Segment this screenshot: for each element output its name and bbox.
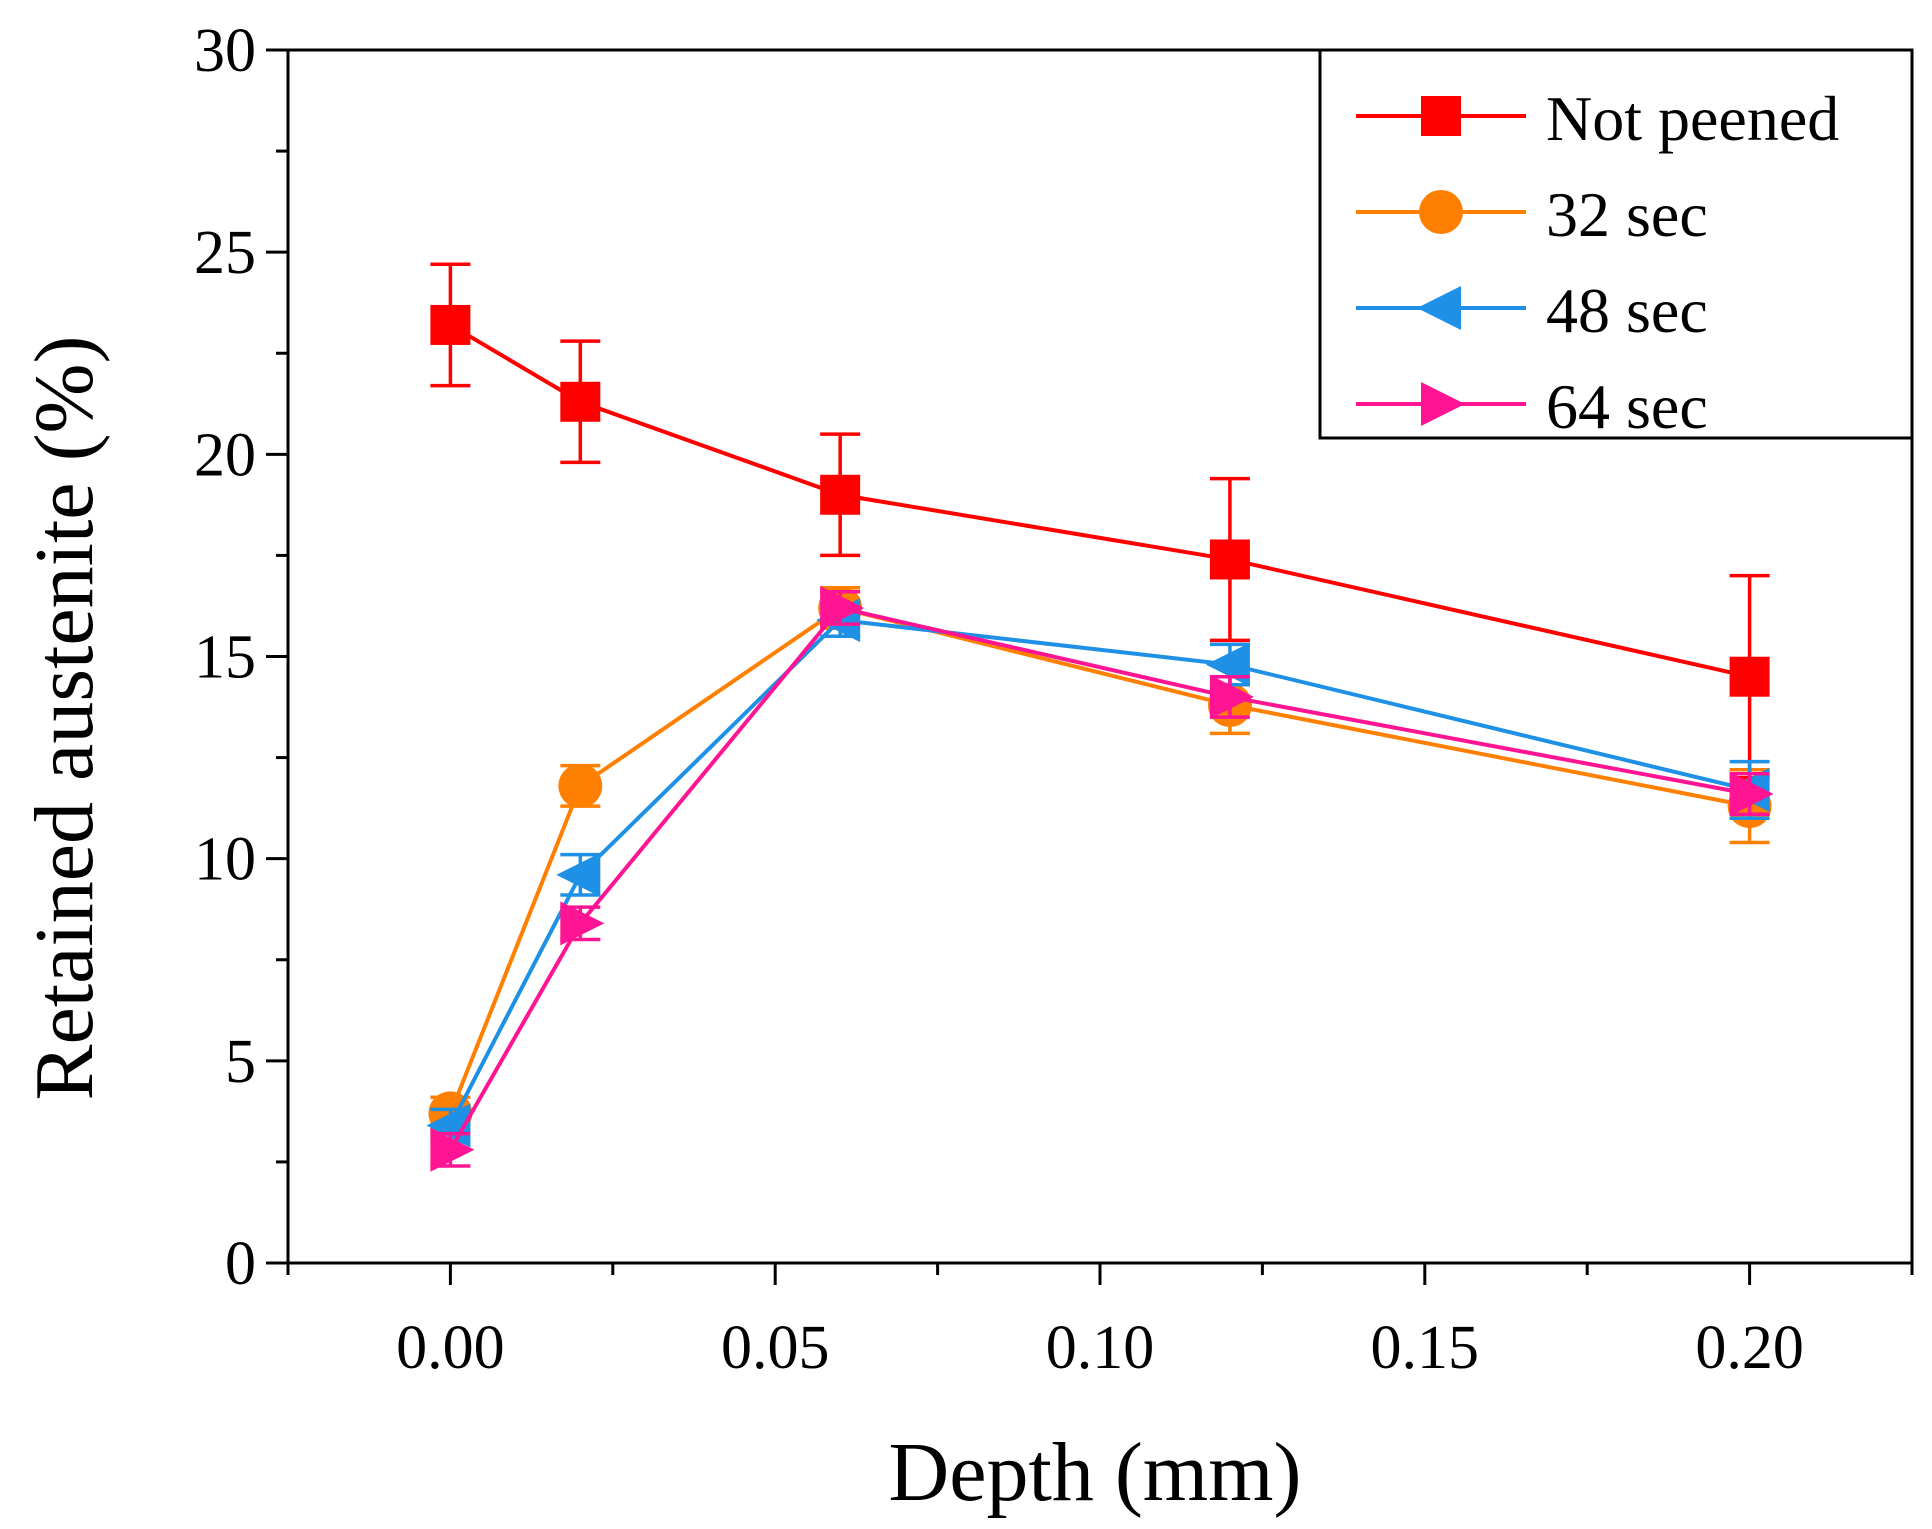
legend-item: 64 sec xyxy=(1356,371,1708,442)
x-tick-label: 0.15 xyxy=(1371,1314,1480,1382)
legend-marker xyxy=(1421,96,1461,136)
data-point xyxy=(556,852,601,897)
legend-label: 64 sec xyxy=(1546,371,1708,442)
data-point xyxy=(1729,656,1770,697)
series-48-sec xyxy=(426,598,1770,1148)
y-tick-label: 20 xyxy=(194,421,256,489)
legend-label: 48 sec xyxy=(1546,275,1708,346)
data-point xyxy=(558,763,603,808)
series-line xyxy=(448,605,1750,1151)
legend-marker xyxy=(1417,286,1461,330)
data-point xyxy=(1729,771,1774,816)
data-point xyxy=(430,304,471,345)
data-point xyxy=(820,585,865,630)
data-point xyxy=(1209,674,1254,719)
series-not-peened xyxy=(430,262,1770,780)
axes: 0 5 10 15 20 25 30 0.00 0.05 0.10 0.15 0.20 xyxy=(194,17,1914,1382)
data-point xyxy=(820,474,861,515)
legend-marker xyxy=(1419,190,1463,234)
x-axis-title: Depth (mm) xyxy=(889,1426,1302,1519)
x-tick-label: 0.00 xyxy=(396,1314,505,1382)
data-point xyxy=(1209,539,1250,580)
series-line xyxy=(448,605,1750,1115)
legend-label: 32 sec xyxy=(1546,179,1708,250)
data-point xyxy=(560,901,605,946)
y-axis-title: Retained austenite (%) xyxy=(18,335,111,1100)
data-point xyxy=(430,1127,475,1172)
x-tick-label: 0.05 xyxy=(721,1314,830,1382)
legend-item: Not peened xyxy=(1356,83,1839,154)
y-tick-label: 5 xyxy=(225,1028,256,1096)
series-64-sec xyxy=(430,585,1774,1172)
y-tick-label: 10 xyxy=(194,826,256,894)
legend-label: Not peened xyxy=(1546,83,1839,154)
legend-item: 48 sec xyxy=(1356,275,1708,346)
x-tick-label: 0.20 xyxy=(1695,1314,1804,1382)
legend-item: 32 sec xyxy=(1356,179,1708,250)
series-layer xyxy=(426,262,1774,1172)
series-line xyxy=(448,618,1751,1127)
data-point xyxy=(560,381,601,422)
y-tick-label: 30 xyxy=(194,17,256,85)
y-tick-label: 25 xyxy=(194,219,256,287)
y-tick-label: 15 xyxy=(194,624,256,692)
x-tick-label: 0.10 xyxy=(1046,1314,1155,1382)
legend: Not peened 32 sec 48 sec 64 sec xyxy=(1318,48,1914,442)
y-tick-label: 0 xyxy=(225,1230,256,1298)
legend-marker xyxy=(1421,382,1465,426)
